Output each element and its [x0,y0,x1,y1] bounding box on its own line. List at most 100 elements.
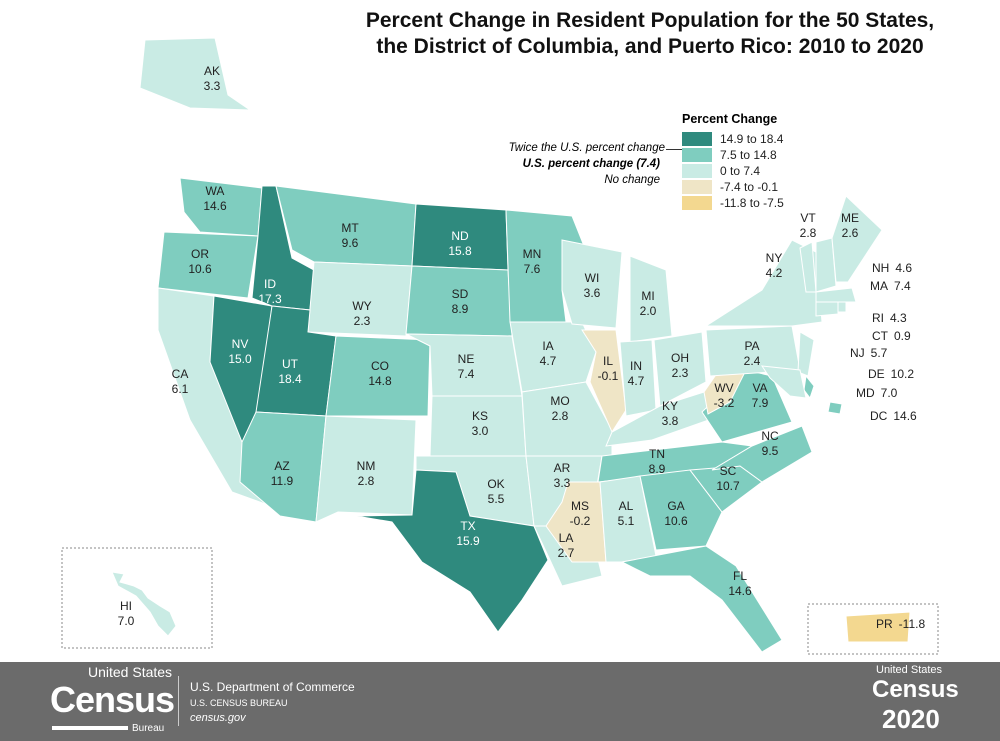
footer: United States Census Bureau U.S. Departm… [0,662,1000,741]
state-oh[interactable] [653,331,707,407]
legend-swatch-5 [682,196,712,210]
legend-swatch-2 [682,148,712,162]
state-fl[interactable] [620,545,783,653]
state-label-sc: SC 10.7 [716,464,740,493]
state-ma[interactable] [815,287,857,303]
census2020-year: 2020 [882,704,940,734]
state-sd[interactable] [405,265,513,337]
state-ga[interactable] [639,469,723,551]
state-label-az: AZ 11.9 [271,459,294,488]
state-label-id: ID 17.3 [258,277,282,306]
legend-label: 0 to 7.4 [720,164,761,178]
census-logo-sub: Bureau [132,723,165,734]
state-wi[interactable] [561,239,623,329]
state-tx[interactable] [355,469,549,633]
state-label-vt: VT 2.8 [800,211,817,240]
state-label-ga: GA 10.6 [664,499,688,528]
state-nc[interactable] [711,425,813,483]
state-mi[interactable] [629,255,673,343]
state-label-ne: NE 7.4 [458,352,475,381]
state-label-ca: CA 6.1 [172,367,189,396]
state-label-hi: HI 7.0 [118,599,135,628]
hi-inset-frame [61,547,213,649]
state-ak[interactable] [139,37,252,111]
legend-swatch-3 [682,164,712,178]
state-label-nj: NJ 5.7 [850,346,888,360]
state-label-mi: MI 2.0 [640,289,657,318]
state-label-wv: WV -3.2 [714,381,735,410]
title-line-2: the District of Columbia, and Puerto Ric… [376,35,924,58]
legend-label: -11.8 to -7.5 [720,196,784,210]
state-label-wi: WI 3.6 [584,271,601,300]
bureau-name: U.S. CENSUS BUREAU [190,698,288,708]
state-nh[interactable] [815,237,837,293]
state-hi[interactable] [111,571,177,637]
map-title: Percent Change in Resident Population fo… [300,8,1000,60]
dept-name: U.S. Department of Commerce [190,680,355,694]
state-nj[interactable] [797,331,815,377]
state-label-or: OR 10.6 [188,247,212,276]
state-label-ma: MA 7.4 [870,279,911,293]
legend-swatch-1 [682,132,712,146]
legend-title: Percent Change [682,112,778,126]
state-label-ks: KS 3.0 [472,409,489,438]
legend-label: -7.4 to -0.1 [720,180,779,194]
state-label-nd: ND 15.8 [448,229,472,258]
state-label-md: MD 7.0 [856,386,898,400]
state-label-oh: OH 2.3 [671,351,689,380]
state-ri[interactable] [837,301,847,313]
state-or[interactable] [157,231,259,299]
state-label-nc: NC 9.5 [761,429,779,458]
state-label-ky: KY 3.8 [662,399,679,428]
state-wa[interactable] [179,177,263,237]
state-co[interactable] [325,335,431,417]
state-label-me: ME 2.6 [841,211,859,240]
legend-label: 14.9 to 18.4 [720,132,784,146]
state-label-va: VA 7.9 [752,381,769,410]
state-label-mt: MT 9.6 [341,221,359,250]
state-label-al: AL 5.1 [618,499,635,528]
state-de[interactable] [803,374,815,400]
legend-note-twice: Twice the U.S. percent change [508,142,665,154]
state-label-tx: TX 15.9 [456,519,480,548]
state-label-mn: MN 7.6 [523,247,542,276]
state-wy[interactable] [307,261,413,337]
state-me[interactable] [831,195,883,283]
state-label-il: IL -0.1 [598,354,619,383]
pr-inset-frame [807,603,939,655]
state-label-mo: MO 2.8 [550,394,569,423]
state-label-ok: OK 5.5 [487,477,504,506]
state-label-ut: UT 18.4 [278,357,302,386]
state-label-wy: WY 2.3 [352,299,371,328]
title-line-1: Percent Change in Resident Population fo… [365,9,935,32]
state-label-wa: WA 14.6 [203,184,227,213]
state-label-nm: NM 2.8 [357,459,376,488]
census2020-top: United States [876,664,943,676]
state-ia[interactable] [509,321,597,393]
state-label-nv: NV 15.0 [228,337,252,366]
state-label-co: CO 14.8 [368,359,392,388]
census-link[interactable]: census.gov [190,712,246,724]
state-label-in: IN 4.7 [628,359,645,388]
state-label-de: DE 10.2 [868,367,914,381]
state-label-pa: PA 2.4 [744,339,761,368]
state-label-fl: FL 14.6 [728,569,752,598]
state-nm[interactable] [315,415,417,523]
state-label-tn: TN 8.9 [649,447,666,476]
census2020-logo: Census [872,676,959,703]
state-label-ri: RI 4.3 [872,311,907,325]
state-label-ak: AK 3.3 [204,64,221,93]
state-label-pr: PR -11.8 [876,617,925,631]
legend-note-nochange: No change [604,174,660,186]
state-md[interactable] [760,365,807,399]
state-pr[interactable] [845,611,911,643]
state-label-ny: NY 4.2 [766,251,783,280]
state-label-dc: DC 14.6 [870,409,917,423]
state-label-ct: CT 0.9 [872,329,911,343]
legend-label: 7.5 to 14.8 [720,148,777,162]
census-logo: Census [50,679,175,720]
state-ct[interactable] [815,301,839,317]
state-label-la: LA 2.7 [558,531,575,560]
state-dc[interactable] [827,401,843,415]
state-label-ms: MS -0.2 [570,499,591,528]
